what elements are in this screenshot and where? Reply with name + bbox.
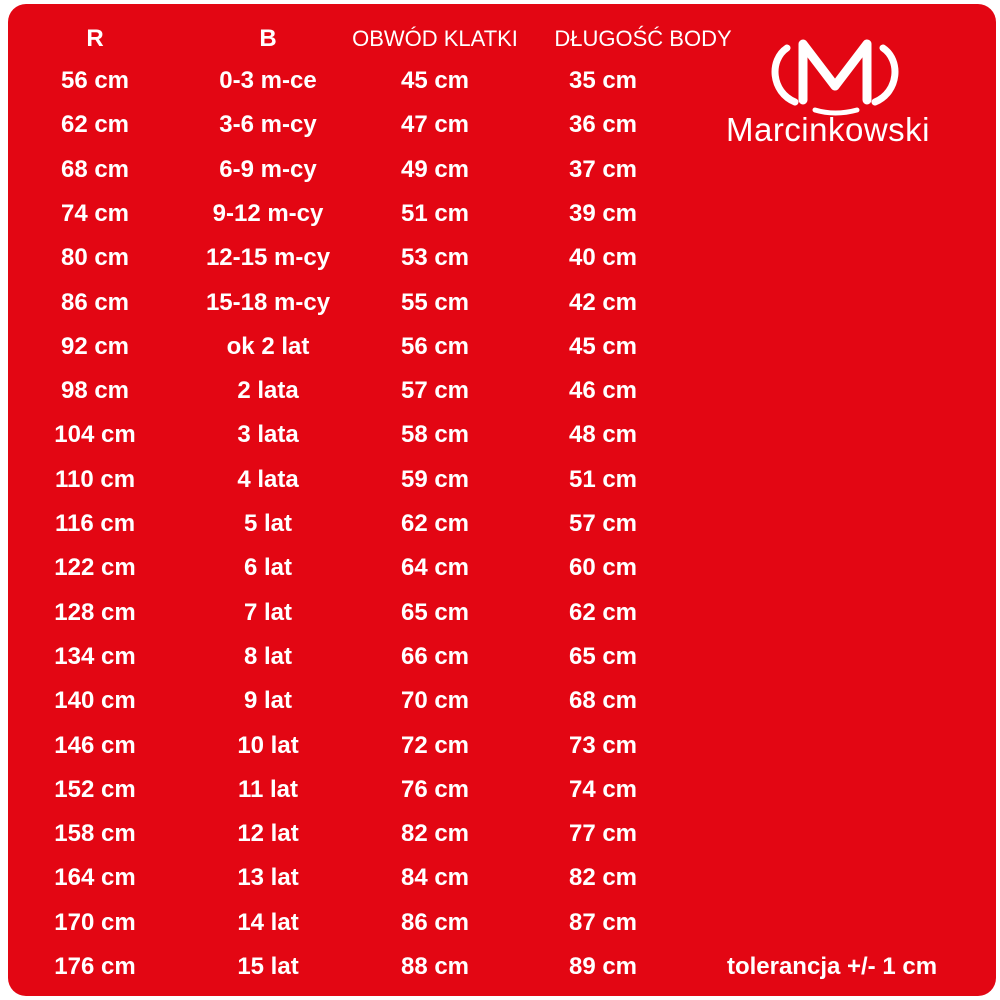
table-cell: 82 cm	[400, 820, 470, 848]
table-cell: 9 lat	[243, 687, 293, 715]
table-cell: 45 cm	[568, 332, 638, 360]
table-cell: 65 cm	[400, 598, 470, 626]
table-cell: 110 cm	[54, 465, 136, 493]
table-cell: 5 lat	[243, 510, 293, 537]
table-cell: 6 lat	[243, 554, 293, 582]
table-cell: 57 cm	[568, 510, 638, 537]
table-cell: 11 lat	[237, 775, 299, 803]
table-cell: 36 cm	[568, 111, 638, 139]
table-cell: 2 lata	[237, 377, 299, 405]
table-cell: 59 cm	[400, 465, 470, 493]
table-cell: 51 cm	[568, 465, 638, 493]
table-cell: 47 cm	[400, 111, 470, 139]
table-cell: 35 cm	[568, 67, 638, 94]
column-header: B	[259, 25, 277, 52]
table-cell: 46 cm	[568, 377, 638, 405]
column-header: R	[86, 25, 104, 52]
brand-logo	[771, 39, 899, 116]
table-cell: 42 cm	[568, 288, 638, 316]
tolerance-note: tolerancja +/- 1 cm	[726, 953, 938, 980]
table-cell: 0-3 m-ce	[219, 67, 317, 94]
brand-name: Marcinkowski	[725, 111, 931, 148]
table-cell: 53 cm	[400, 244, 470, 272]
table-cell: 64 cm	[400, 554, 470, 582]
table-cell: 13 lat	[237, 864, 299, 892]
table-cell: 4 lata	[237, 465, 299, 493]
table-cell: 8 lat	[243, 642, 293, 670]
table-cell: 12 lat	[237, 820, 299, 848]
table-cell: 68 cm	[568, 687, 638, 715]
table-cell: 65 cm	[568, 642, 638, 670]
size-board: R B OBWÓD KLATKI DŁUGOŚĆ BODY 56 cm 0-3 m-ce 4…	[8, 4, 996, 996]
table-cell: 37 cm	[568, 155, 638, 183]
table-cell: 57 cm	[400, 377, 470, 405]
table-cell: 3-6 m-cy	[219, 111, 317, 139]
table-cell: 12-15 m-cy	[205, 244, 331, 272]
table-cell: 48 cm	[568, 421, 638, 449]
table-cell: ok 2 lat	[226, 332, 310, 360]
table-cell: 10 lat	[237, 731, 299, 759]
table-cell: 84 cm	[400, 864, 470, 892]
table-cell: 80 cm	[60, 244, 130, 272]
table-cell: 49 cm	[400, 155, 470, 183]
table-cell: 140 cm	[54, 687, 136, 715]
table-cell: 40 cm	[568, 244, 638, 272]
table-cell: 55 cm	[400, 288, 470, 316]
table-cell: 92 cm	[60, 332, 130, 360]
table-cell: 14 lat	[237, 908, 299, 936]
table-cell: 98 cm	[60, 377, 130, 405]
table-cell: 122 cm	[54, 554, 136, 582]
table-cell: 89 cm	[568, 953, 638, 980]
table-cell: 152 cm	[54, 775, 136, 803]
table-cell: 45 cm	[400, 67, 470, 94]
table-cell: 66 cm	[400, 642, 470, 670]
table-cell: 62 cm	[568, 598, 638, 626]
table-cell: 39 cm	[568, 199, 638, 227]
table-cell: 74 cm	[60, 199, 130, 227]
table-cell: 164 cm	[54, 864, 136, 892]
table-cell: 104 cm	[54, 421, 136, 449]
table-cell: 73 cm	[568, 731, 638, 759]
table-cell: 68 cm	[60, 155, 130, 183]
column-header: OBWÓD KLATKI	[352, 26, 518, 51]
table-cell: 62 cm	[400, 510, 470, 537]
table-cell: 15 lat	[237, 953, 299, 980]
table-cell: 134 cm	[54, 642, 136, 670]
table-cell: 86 cm	[60, 288, 130, 316]
table-cell: 128 cm	[54, 598, 136, 626]
table-cell: 15-18 m-cy	[205, 288, 331, 316]
table-cell: 77 cm	[568, 820, 638, 848]
table-cell: 158 cm	[54, 820, 136, 848]
table-cell: 88 cm	[400, 953, 470, 980]
table-cell: 56 cm	[60, 67, 130, 94]
table-cell: 3 lata	[237, 421, 299, 449]
table-cell: 146 cm	[54, 731, 136, 759]
table-cell: 56 cm	[400, 332, 470, 360]
table-cell: 60 cm	[568, 554, 638, 582]
table-cell: 86 cm	[400, 908, 470, 936]
table-cell: 74 cm	[568, 775, 638, 803]
table-cell: 6-9 m-cy	[219, 155, 317, 183]
table-cell: 58 cm	[400, 421, 470, 449]
table-cell: 9-12 m-cy	[212, 199, 324, 227]
table-cell: 76 cm	[400, 775, 470, 803]
table-cell: 72 cm	[400, 731, 470, 759]
table-cell: 170 cm	[54, 908, 136, 936]
column-header: DŁUGOŚĆ BODY	[554, 26, 732, 51]
table-cell: 87 cm	[568, 908, 638, 936]
table-cell: 51 cm	[400, 199, 470, 227]
table-cell: 82 cm	[568, 864, 638, 892]
table-cell: 176 cm	[54, 953, 136, 980]
table-cell: 62 cm	[60, 111, 130, 139]
table-cell: 70 cm	[400, 687, 470, 715]
table-cell: 116 cm	[54, 510, 136, 537]
table-cell: 7 lat	[243, 598, 293, 626]
